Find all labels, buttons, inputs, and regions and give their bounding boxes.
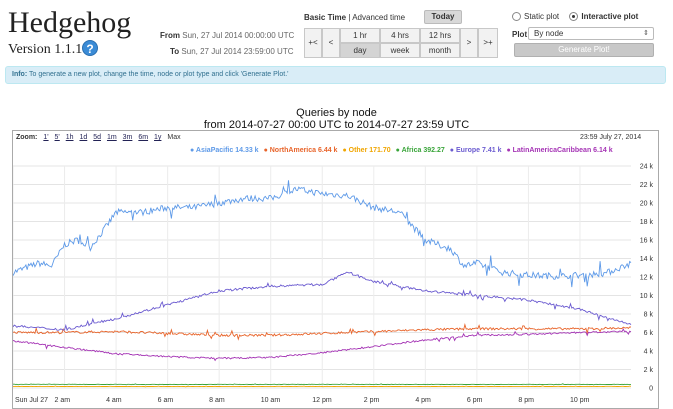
basic-time-label: Basic Time <box>304 13 347 22</box>
x-tick-label: 12 pm <box>312 397 332 404</box>
plot-label: Plot <box>512 30 528 39</box>
y-tick-label: 24 k <box>640 164 654 171</box>
time-mode-separator: | <box>346 13 353 22</box>
legend-item-other: ● Other 171.70 <box>342 147 391 154</box>
zoom-max: Max <box>167 134 181 141</box>
x-tick-label: 6 pm <box>467 397 483 404</box>
today-button[interactable]: Today <box>424 10 462 24</box>
info-message: To generate a new plot, change the time,… <box>27 71 289 78</box>
x-tick-label: 10 pm <box>570 397 590 404</box>
y-tick-label: 20 k <box>640 201 654 208</box>
zoom-label: Zoom: <box>16 134 38 141</box>
x-tick-label: 8 pm <box>518 397 534 404</box>
range-to-value: Sun, 27 Jul 2014 23:59:00 UTC <box>181 47 294 56</box>
chart-frame <box>12 130 659 409</box>
chart-legend: ● AsiaPacific 14.33 k ● NorthAmerica 6.44… <box>190 147 618 154</box>
y-tick-label: 18 k <box>640 219 654 226</box>
plot-select[interactable]: By node ⇕ <box>528 27 654 40</box>
range-1hr-button[interactable]: 1 hr <box>340 28 380 43</box>
chart-title: Queries by node <box>296 107 377 119</box>
app-logo: Hedgehog <box>8 6 132 39</box>
x-tick-label: 2 am <box>55 397 71 404</box>
zoom-1h[interactable]: 1h <box>65 134 74 141</box>
info-prefix: Info: <box>12 71 28 78</box>
info-bar: Info: To generate a new plot, change the… <box>5 66 666 84</box>
chevron-updown-icon: ⇕ <box>643 30 649 37</box>
zoom-5d[interactable]: 5d <box>93 134 102 141</box>
zoom-1d[interactable]: 1d <box>79 134 88 141</box>
series-line-other <box>13 385 632 388</box>
legend-item-africa: ● Africa 392.27 <box>395 147 445 154</box>
zoom-5min[interactable]: 5' <box>54 134 60 141</box>
y-tick-label: 12 k <box>640 275 654 282</box>
chart-subtitle: from 2014-07-27 00:00 UTC to 2014-07-27 … <box>203 119 470 131</box>
generate-plot-button[interactable]: Generate Plot! <box>514 43 654 57</box>
y-tick-label: 8 k <box>644 312 654 319</box>
series-line-africa <box>13 383 631 386</box>
y-tick-label: 6 k <box>644 330 654 337</box>
legend-item-northamerica: ● NorthAmerica 6.44 k <box>263 147 338 154</box>
series-line-europe <box>13 271 632 332</box>
range-day-button[interactable]: day <box>340 43 380 58</box>
zoom-1y[interactable]: 1y <box>154 134 162 141</box>
y-tick-label: 14 k <box>640 256 654 263</box>
x-tick-label: 8 am <box>209 397 225 404</box>
legend-item-asiapacific: ● AsiaPacific 14.33 k <box>190 147 259 154</box>
range-week-button[interactable]: week <box>380 43 420 58</box>
y-tick-label: 10 k <box>640 293 654 300</box>
legend-item-europe: ● Europe 7.41 k <box>449 147 502 154</box>
y-tick-label: 0 <box>649 386 653 393</box>
step-forward-button[interactable]: > <box>460 28 478 58</box>
zoom-controls: Zoom: 1' 5' 1h 1d 5d 1m 3m 6m 1y Max <box>16 134 181 141</box>
y-tick-label: 4 k <box>644 349 654 356</box>
y-tick-label: 22 k <box>640 182 654 189</box>
legend-item-latinamericacaribbean: ● LatinAmericaCaribbean 6.14 k <box>506 147 613 154</box>
series-line-asiapacific <box>13 180 632 288</box>
x-tick-label: 10 am <box>261 397 281 404</box>
range-to-label: To <box>170 47 180 56</box>
chart-timestamp: 23:59 July 27, 2014 <box>580 134 642 141</box>
x-tick-label: 2 pm <box>364 397 380 404</box>
zoom-1m[interactable]: 1m <box>106 134 117 141</box>
step-back-button[interactable]: < <box>322 28 340 58</box>
app-version: Version 1.1.1 <box>8 42 83 57</box>
interactive-plot-text: Interactive plot <box>581 12 639 22</box>
series-line-latinamericacaribbean <box>13 328 632 362</box>
x-tick-label: 4 am <box>106 397 122 404</box>
help-icon[interactable]: ? <box>82 40 98 56</box>
static-plot-radio[interactable] <box>512 12 521 22</box>
jump-back-button[interactable]: +< <box>304 28 322 58</box>
range-from: From Sun, 27 Jul 2014 00:00:00 UTC <box>160 31 294 40</box>
range-4hrs-button[interactable]: 4 hrs <box>380 28 420 43</box>
x-tick-label: 4 pm <box>415 397 431 404</box>
chart-plot-area[interactable]: 0 2 k 4 k 6 k 8 k 10 k 12 k 14 k 16 k 18 k 20 k 22 … <box>13 160 659 409</box>
series-line-northamerica <box>13 323 631 341</box>
jump-forward-button[interactable]: >+ <box>478 28 498 58</box>
y-tick-label: 2 k <box>644 367 654 374</box>
static-plot-label: Static plot <box>524 12 560 22</box>
interactive-plot-radio[interactable] <box>569 12 579 22</box>
range-month-button[interactable]: month <box>420 43 460 58</box>
range-to: To Sun, 27 Jul 2014 23:59:00 UTC <box>170 47 294 56</box>
interactive-plot-label: Interactive plot <box>581 12 638 21</box>
range-12hrs-button[interactable]: 12 hrs <box>420 28 460 43</box>
zoom-3m[interactable]: 3m <box>122 134 133 141</box>
range-from-value: Sun, 27 Jul 2014 00:00:00 UTC <box>182 31 295 40</box>
zoom-6m[interactable]: 6m <box>138 134 149 141</box>
range-from-label: From <box>160 31 180 40</box>
x-tick-label: 6 am <box>158 397 174 404</box>
y-tick-label: 16 k <box>640 238 654 245</box>
plot-type-options: Static plot Interactive plot <box>512 12 646 22</box>
plot-select-value: By node <box>534 29 564 38</box>
x-tick-label: Sun Jul 27 <box>15 397 48 404</box>
zoom-1min[interactable]: 1' <box>43 134 49 141</box>
basic-time-title: Basic Time | Advanced time <box>304 13 405 22</box>
advanced-time-link[interactable]: Advanced time <box>352 13 406 22</box>
